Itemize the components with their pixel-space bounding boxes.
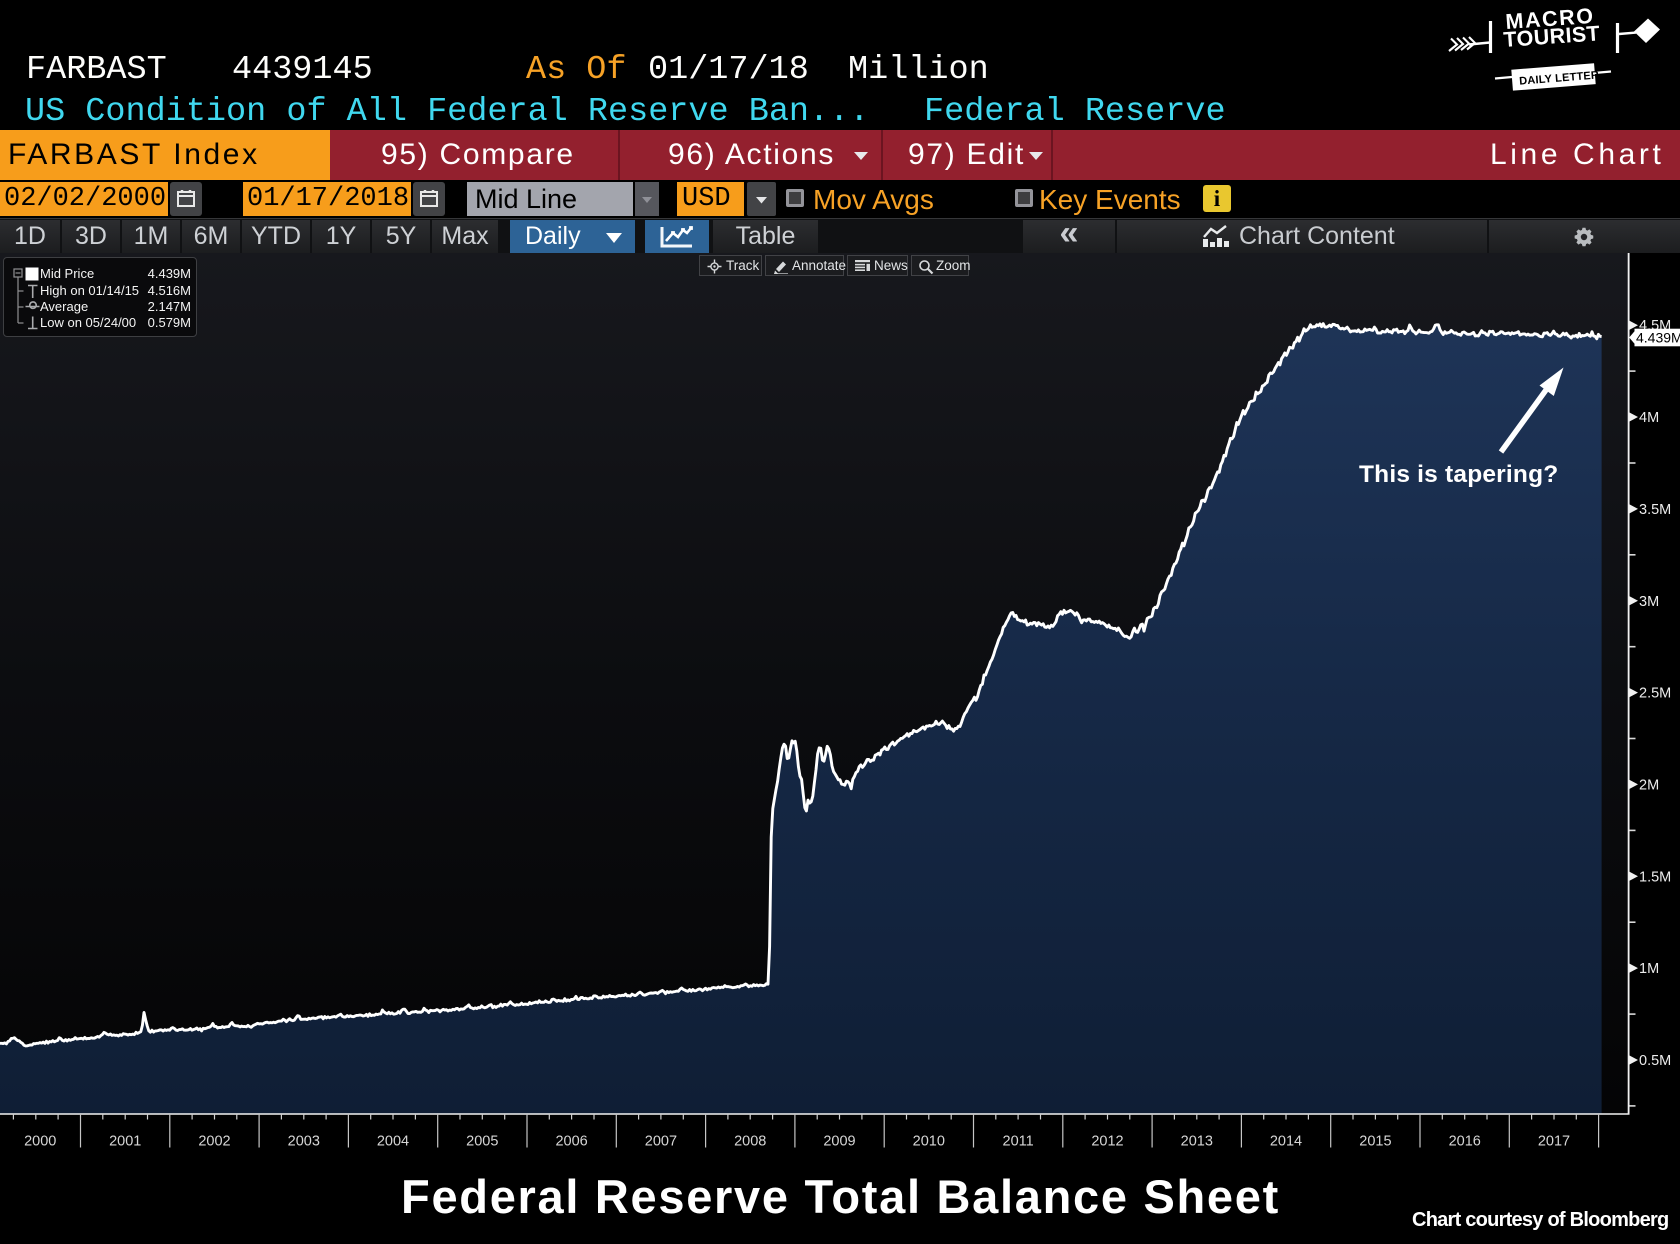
svg-text:0.5M: 0.5M <box>1639 1053 1671 1069</box>
svg-text:2002: 2002 <box>198 1134 230 1150</box>
svg-text:2005: 2005 <box>466 1134 498 1150</box>
svg-text:2016: 2016 <box>1449 1134 1481 1150</box>
svg-text:2017: 2017 <box>1538 1134 1570 1150</box>
svg-text:3M: 3M <box>1639 594 1659 610</box>
svg-text:2000: 2000 <box>24 1134 56 1150</box>
svg-text:2015: 2015 <box>1359 1134 1391 1150</box>
svg-text:2003: 2003 <box>288 1134 320 1150</box>
svg-text:2M: 2M <box>1639 777 1659 793</box>
svg-text:1.5M: 1.5M <box>1639 869 1671 885</box>
svg-text:2014: 2014 <box>1270 1134 1302 1150</box>
svg-text:2013: 2013 <box>1181 1134 1213 1150</box>
svg-text:2008: 2008 <box>734 1134 766 1150</box>
svg-text:2001: 2001 <box>109 1134 141 1150</box>
svg-text:2011: 2011 <box>1003 1134 1034 1150</box>
svg-text:4M: 4M <box>1639 410 1659 426</box>
svg-text:2.5M: 2.5M <box>1639 686 1671 702</box>
svg-text:1M: 1M <box>1639 961 1659 977</box>
svg-text:2009: 2009 <box>823 1134 855 1150</box>
svg-text:4.439M: 4.439M <box>1636 330 1680 346</box>
svg-text:2006: 2006 <box>555 1134 587 1150</box>
svg-text:2004: 2004 <box>377 1134 409 1150</box>
svg-text:3.5M: 3.5M <box>1639 502 1671 518</box>
svg-text:2012: 2012 <box>1091 1134 1123 1150</box>
svg-text:2010: 2010 <box>913 1134 945 1150</box>
svg-text:2007: 2007 <box>645 1134 677 1150</box>
